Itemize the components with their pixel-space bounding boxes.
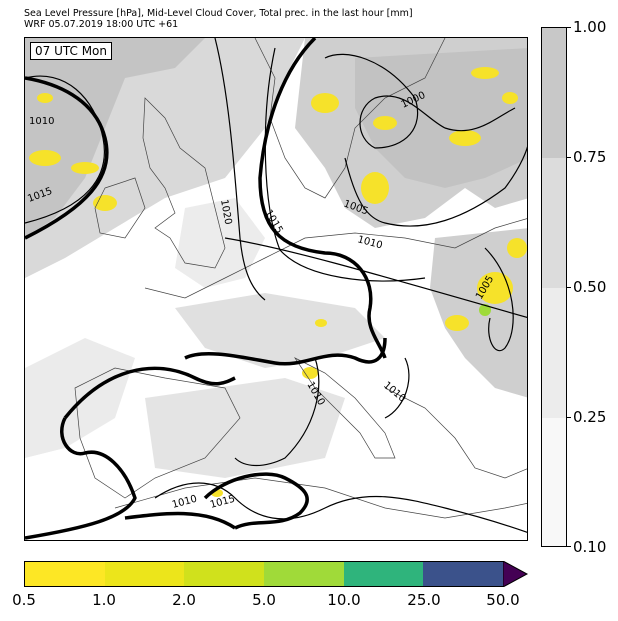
isobar-label: 1015 [209,494,236,511]
isobar-1015 [25,417,137,540]
isobar-1015 [258,38,387,359]
cloud-cover-layer [25,38,527,478]
precip-area [302,367,318,379]
precip-area [477,272,513,304]
precip-area [361,172,389,204]
cloud-bin [542,418,566,546]
isobar [234,357,320,467]
cloud-area [25,38,205,238]
precip-tick-label: 0.5 [12,591,36,609]
precip-area [37,93,53,103]
cloud-area [25,338,135,458]
coastline-britain [142,97,226,269]
isobar-label: 1010 [381,380,408,405]
precip-tick-label: 25.0 [407,591,441,609]
isobar [344,146,527,227]
tick [567,546,571,547]
precip-tick-label: 50.0 [486,591,520,609]
run-info: WRF 05.07.2019 18:00 UTC +61 [24,19,179,30]
cloud-bin [542,158,566,288]
precip-tick-label: 5.0 [252,591,276,609]
isobar-1015 [124,511,236,530]
precip-area [71,162,99,174]
precip-bin [184,562,265,586]
isobar [324,53,516,149]
isobar [214,38,266,301]
coastline-iberia [74,367,241,499]
cloud-tick-label: 0.25 [573,408,607,426]
precip-area [373,116,397,130]
tick [567,287,571,288]
precip-tick-label: 10.0 [327,591,361,609]
isobar-label: 1010 [29,116,54,127]
tick [567,27,571,28]
precip-bin [343,562,424,586]
cloud-area [175,293,385,368]
precip-area [449,130,481,146]
weather-map: 1010 1015 1020 1015 1000 1005 1010 1005 … [24,37,528,541]
precip-area [445,315,469,331]
cloud-area [355,48,527,188]
colorbar-extend-arrow [503,561,529,587]
isobar [25,75,105,224]
coastline-continent [144,218,527,299]
precip-area [502,92,518,104]
precip-area [471,67,499,79]
isobar-1015 [203,472,309,530]
isobar [384,357,410,419]
cloud-bin [542,288,566,418]
tick [567,157,571,158]
precip-area [479,304,491,316]
isobar [484,247,514,352]
isobars [25,38,527,533]
isobar-1015 [63,366,236,420]
cloud-bin [542,28,566,158]
isobar-label: 1020 [218,199,233,226]
precip-bin [264,562,344,586]
isobar-label: 1010 [171,494,198,511]
cloud-tick-label: 0.75 [573,148,607,166]
precipitation-colorbar [24,561,504,587]
thick-contours [25,38,387,540]
valid-time-label: 07 UTC Mon [30,42,112,60]
tick [567,417,571,418]
precip-bin [104,562,185,586]
coastline-ireland [94,177,146,239]
cloud-tick-label: 0.50 [573,278,607,296]
coastline-balkans [384,387,527,479]
isobar-1015 [25,76,109,240]
precip-bin [423,562,504,586]
map-title: Sea Level Pressure [hPa], Mid-Level Clou… [24,8,413,19]
precip-area [311,93,339,113]
isobar-1015 [184,337,387,366]
coastline-italy [293,357,396,459]
map-canvas: 1010 1015 1020 1015 1000 1005 1010 1005 … [25,38,527,540]
cloud-area [175,198,265,288]
precip-area [93,195,117,211]
precip-tick-label: 1.0 [92,591,116,609]
precip-area [315,319,327,327]
cloud-tick-label: 0.10 [573,538,607,556]
isobar-label: 1010 [356,234,383,251]
precip-area [29,150,61,166]
precip-bin [25,562,105,586]
cloud-area [145,378,345,478]
precip-tick-label: 2.0 [172,591,196,609]
coastline-scandinavia [254,38,446,199]
isobar [224,237,527,319]
precip-area [507,238,527,258]
isobar-label: 1015 [262,208,284,236]
cloud-cover-colorbar [541,27,567,547]
cloud-tick-label: 1.00 [573,18,607,36]
cloud-area [430,228,527,398]
